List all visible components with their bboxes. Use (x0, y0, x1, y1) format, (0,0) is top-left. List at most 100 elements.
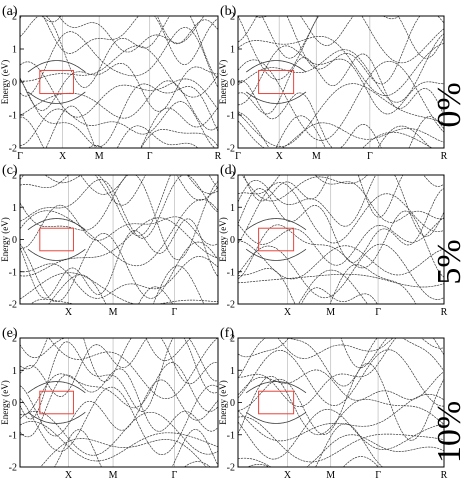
panel-b: 2 1 0 -1 -2 Energy (eV) Γ X M Γ R (b) (218, 4, 448, 162)
band-line (116, 125, 199, 148)
x-tick-label: X (65, 470, 73, 481)
y-tick-label: 0 (12, 78, 17, 89)
band-line (238, 369, 444, 401)
band-line (27, 218, 86, 231)
band-line (238, 111, 433, 148)
panel-d: 2 1 0 -1 -2 Energy (eV) X M Γ R (d) (218, 163, 448, 318)
y-tick-label: 0 (230, 235, 235, 246)
band-line (20, 256, 218, 299)
y-tick-label: -2 (227, 463, 235, 474)
band-line (20, 16, 218, 88)
band-line (20, 379, 218, 437)
band-line (20, 338, 218, 382)
band-line (238, 59, 444, 141)
band-line (238, 33, 444, 103)
band-line (20, 107, 218, 148)
band-line (243, 175, 444, 218)
band-line (20, 218, 218, 299)
band-line (20, 175, 218, 239)
band-line (20, 175, 218, 237)
band-line (238, 338, 444, 387)
band-line (20, 61, 218, 118)
band-line (238, 45, 444, 115)
band-line (238, 416, 444, 463)
gap-highlight-box (258, 69, 295, 95)
gap-highlight-box (39, 69, 74, 95)
y-tick-label: -1 (227, 430, 235, 441)
band-line (238, 182, 444, 244)
panel-a: 2 1 0 -1 -2 Energy (eV) Γ X M Γ R (a) (0, 4, 222, 162)
band-line (20, 338, 218, 420)
band-line (238, 349, 444, 407)
y-tick-label: 2 (12, 12, 17, 23)
band-line (58, 16, 205, 53)
x-tick-label: X (284, 470, 292, 481)
x-tick-label: Γ (172, 307, 178, 318)
plot-frame (237, 15, 445, 149)
band-line (80, 175, 218, 195)
band-line (245, 381, 307, 394)
band-line (20, 362, 218, 416)
band-line (20, 384, 218, 456)
band-line (301, 287, 378, 304)
y-tick-label: 0 (12, 235, 17, 246)
x-tick-label: M (109, 470, 118, 481)
band-line (238, 375, 444, 436)
x-tick-label: M (312, 151, 321, 162)
band-line (20, 78, 218, 148)
band-line (20, 410, 218, 456)
band-line (20, 27, 218, 97)
band-line (20, 199, 218, 267)
x-tick-label: Γ (235, 151, 241, 162)
band-line (238, 16, 444, 85)
x-tick-label: X (284, 307, 292, 318)
y-tick-label: -1 (9, 111, 17, 122)
gap-highlight-box (39, 390, 74, 415)
y-tick-label: 2 (12, 171, 17, 182)
band-line (20, 62, 218, 112)
band-line (238, 393, 444, 442)
bands (238, 338, 444, 467)
band-line (238, 175, 444, 237)
band-line (27, 91, 86, 104)
band-line (238, 175, 444, 223)
bands (20, 338, 218, 467)
band-line (45, 105, 218, 148)
band-line (20, 368, 218, 438)
panel-f: 2 1 0 -1 -2 Energy (eV) X M Γ R (f) (218, 326, 448, 481)
band-line (238, 217, 444, 266)
band-line (238, 408, 444, 460)
panel-label: (e) (2, 326, 18, 341)
band-line (20, 175, 218, 206)
x-tick-label: X (59, 151, 67, 162)
band-line (238, 35, 444, 96)
band-line (40, 438, 207, 467)
x-tick-label: R (215, 151, 222, 162)
band-line (245, 248, 307, 261)
band-line (27, 411, 86, 424)
band-line (20, 80, 218, 131)
y-tick-label: 2 (230, 334, 235, 345)
y-axis-label: Energy (eV) (218, 380, 228, 425)
y-tick-label: 0 (230, 78, 235, 89)
band-line (247, 456, 444, 467)
band-line (20, 204, 218, 249)
band-line (254, 16, 400, 46)
band-line (238, 240, 444, 280)
panel-label: (d) (220, 163, 237, 178)
y-axis-label: Energy (eV) (0, 60, 10, 105)
plot-frame (237, 174, 445, 305)
y-tick-label: -1 (227, 267, 235, 278)
y-axis-label: Energy (eV) (218, 60, 228, 105)
x-tick-label: Γ (172, 470, 178, 481)
y-tick-label: -2 (9, 300, 17, 311)
y-axis-label: Energy (eV) (218, 217, 228, 262)
panel-label: (a) (2, 4, 18, 19)
x-tick-label: M (326, 307, 335, 318)
band-line (245, 411, 307, 424)
x-tick-label: X (65, 307, 73, 318)
panel-label: (c) (2, 163, 18, 178)
band-line (48, 265, 205, 304)
x-tick-label: Γ (375, 307, 381, 318)
